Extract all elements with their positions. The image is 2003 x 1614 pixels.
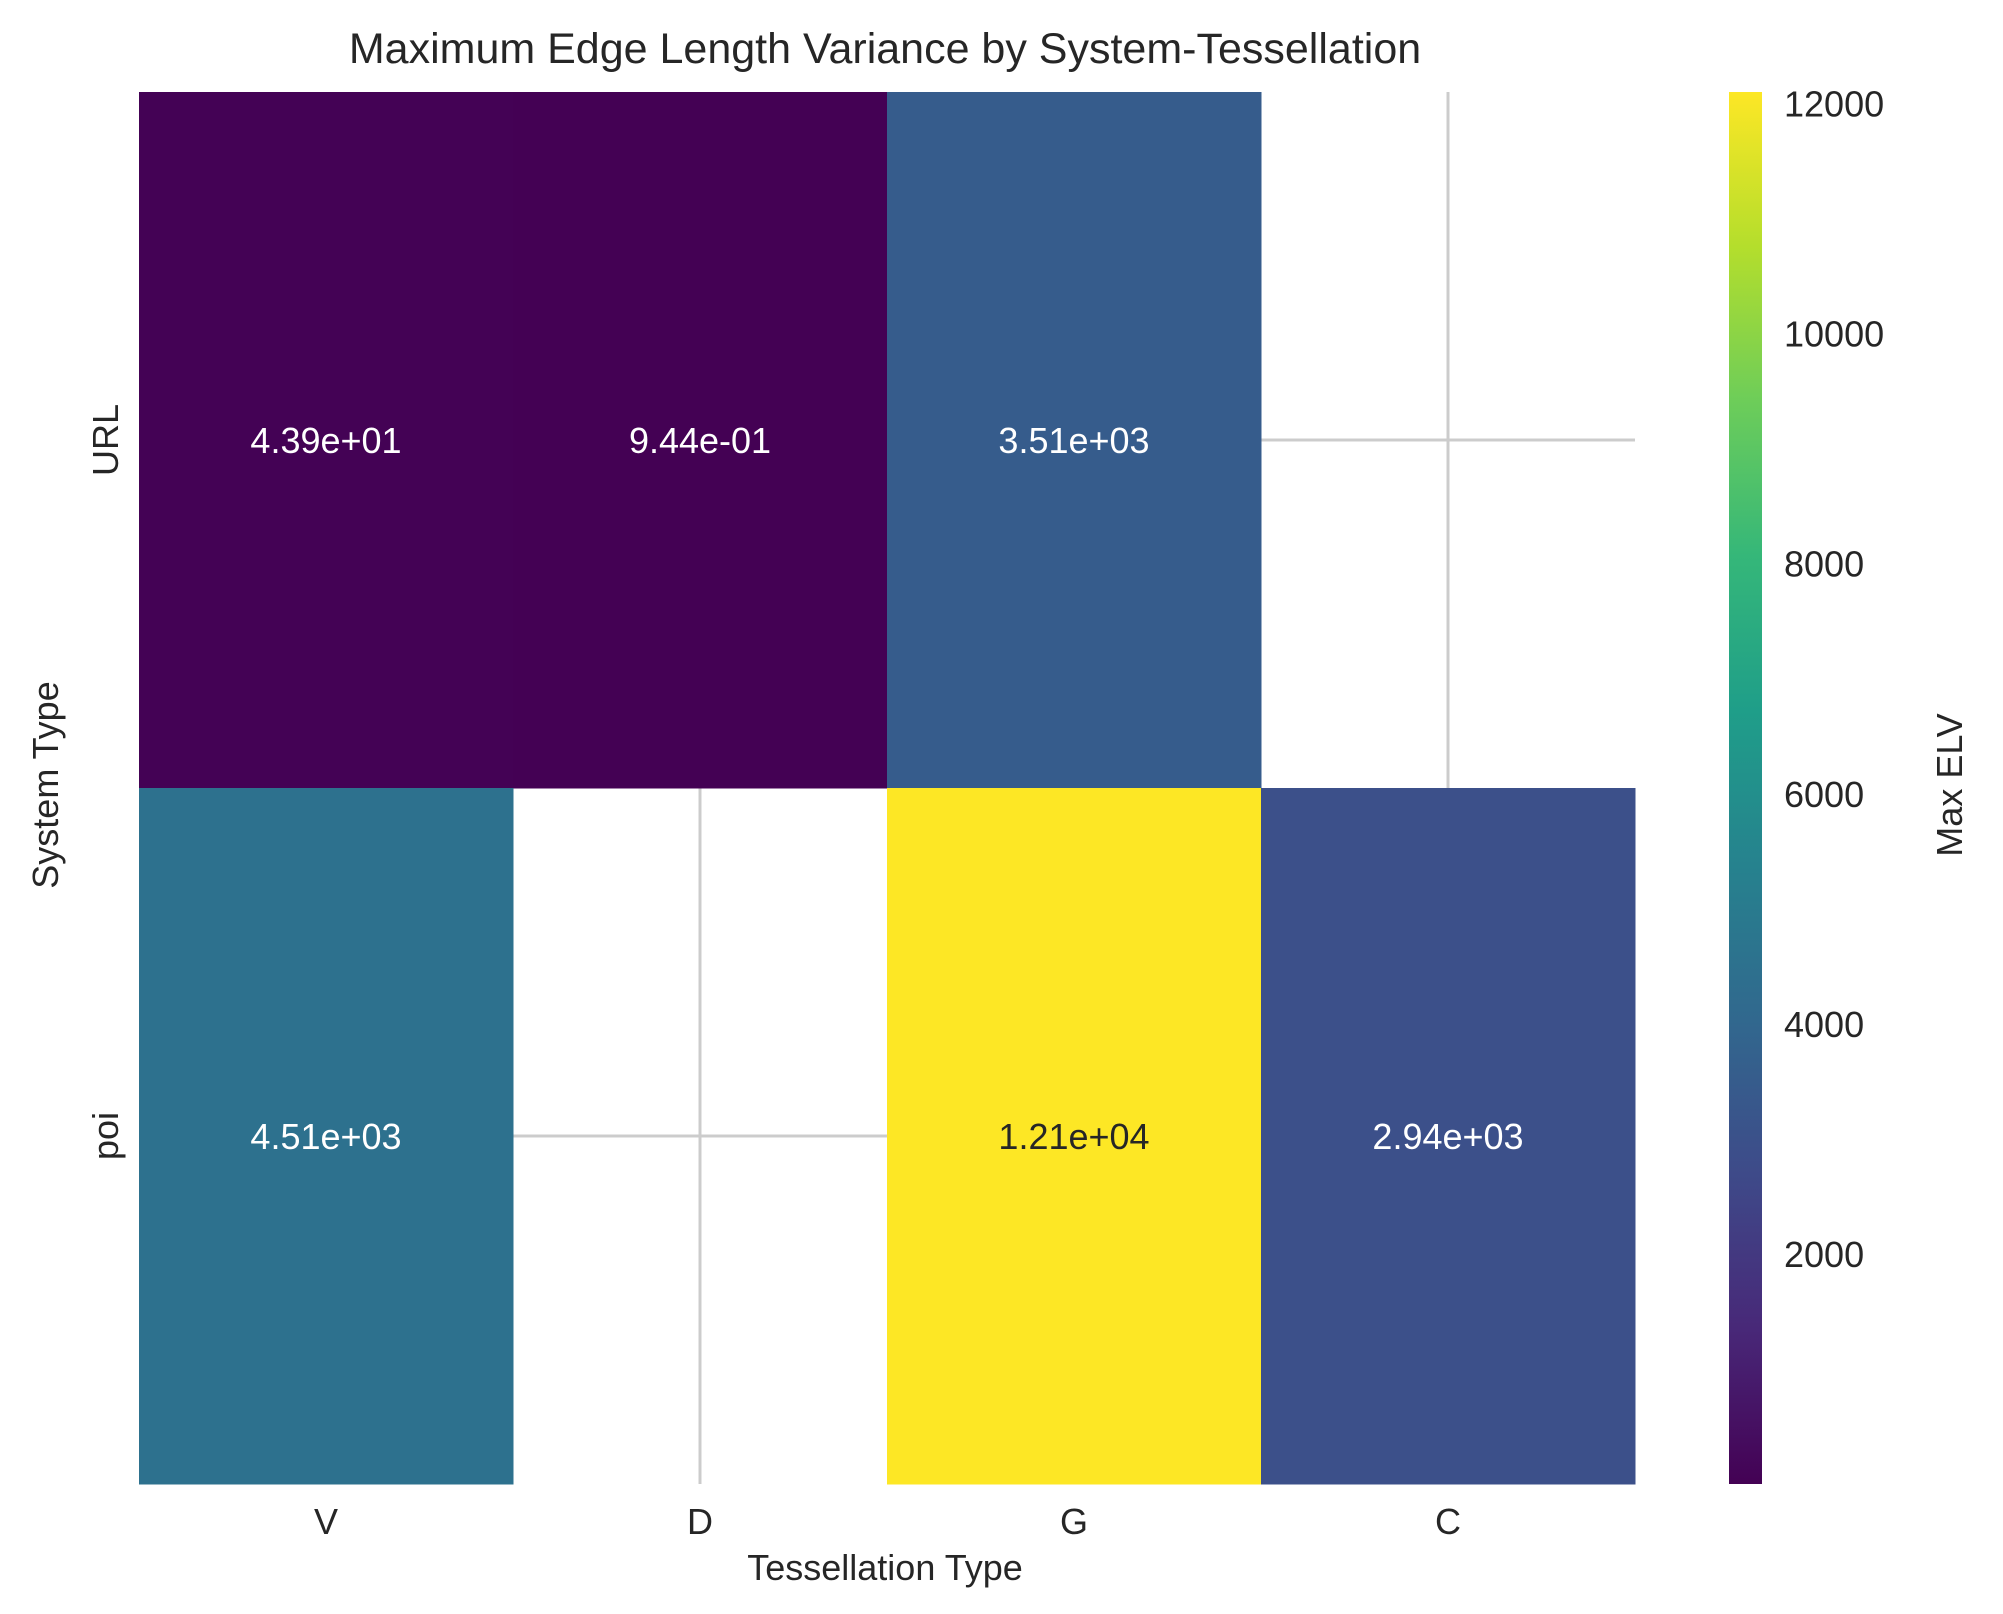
heatmap-cell bbox=[513, 92, 888, 789]
heatmap-cell bbox=[887, 788, 1262, 1485]
y-tick-label: poi bbox=[85, 1112, 126, 1160]
colorbar-tick-label: 12000 bbox=[1784, 84, 1884, 125]
x-axis-label: Tessellation Type bbox=[747, 1547, 1023, 1588]
heatmap-cell bbox=[887, 92, 1262, 789]
cell-value-label: 1.21e+04 bbox=[998, 1116, 1149, 1157]
x-tick-label: G bbox=[1060, 1501, 1088, 1542]
heatmap-cell bbox=[139, 92, 514, 789]
heatmap-cell bbox=[139, 788, 514, 1485]
colorbar-tick-label: 4000 bbox=[1784, 1004, 1864, 1045]
cell-value-label: 3.51e+03 bbox=[998, 420, 1149, 461]
colorbar-label: Max ELV bbox=[1929, 713, 1970, 856]
colorbar-tick-label: 2000 bbox=[1784, 1234, 1864, 1275]
cell-value-label: 9.44e-01 bbox=[629, 420, 771, 461]
y-axis-label: System Type bbox=[25, 681, 66, 888]
x-tick-label: C bbox=[1435, 1501, 1461, 1542]
x-tick-label: V bbox=[314, 1501, 338, 1542]
colorbar-tick-label: 8000 bbox=[1784, 544, 1864, 585]
cell-value-label: 4.39e+01 bbox=[250, 420, 401, 461]
y-tick-label: URL bbox=[85, 404, 126, 476]
heatmap-cell bbox=[1261, 788, 1636, 1485]
x-tick-label: D bbox=[687, 1501, 713, 1542]
chart-title: Maximum Edge Length Variance by System-T… bbox=[349, 25, 1421, 73]
cell-value-label: 2.94e+03 bbox=[1372, 1116, 1523, 1157]
cell-value-label: 4.51e+03 bbox=[250, 1116, 401, 1157]
plot-area: 4.39e+01 9.44e-01 3.51e+03 4.51e+03 1.21e+04… bbox=[85, 92, 1636, 1542]
colorbar-gradient bbox=[1729, 92, 1762, 1484]
colorbar-tick-label: 6000 bbox=[1784, 774, 1864, 815]
colorbar: 2000 4000 6000 8000 10000 12000 bbox=[1729, 84, 1884, 1484]
colorbar-tick-label: 10000 bbox=[1784, 314, 1884, 355]
